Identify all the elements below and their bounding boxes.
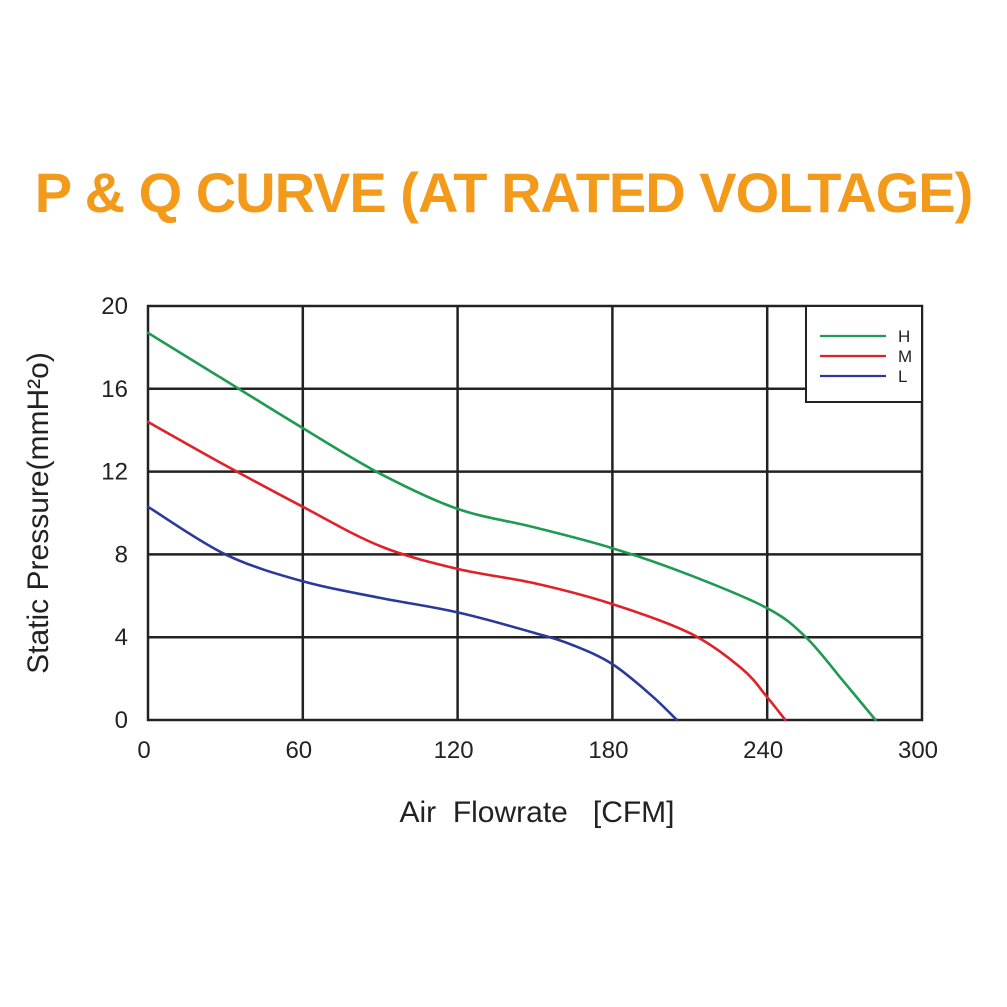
legend-box <box>805 305 923 403</box>
legend-label: L <box>898 367 907 386</box>
y-tick-label: 20 <box>101 293 128 320</box>
x-tick-label: 300 <box>898 737 938 764</box>
series-lines <box>146 331 877 722</box>
series-line-h <box>146 331 877 722</box>
x-tick-label: 120 <box>434 737 474 764</box>
y-tick-label: 0 <box>115 707 128 734</box>
tick-labels: 0 60 120 180 240 300 0 4 8 12 16 20 <box>101 293 938 764</box>
x-axis-title: Air Flowrate [CFM] <box>399 796 674 829</box>
y-tick-label: 12 <box>101 459 128 486</box>
x-tick-label: 180 <box>588 737 628 764</box>
legend-label: H <box>898 327 910 346</box>
y-tick-label: 4 <box>115 624 128 651</box>
legend: HML <box>805 305 923 403</box>
grid <box>148 306 922 720</box>
y-axis-title: Static Pressure(mmH²o) <box>22 352 55 674</box>
plot-frame <box>146 304 924 722</box>
series-line-m <box>146 420 787 722</box>
chart-title: P & Q CURVE (AT RATED VOLTAGE) <box>34 161 974 224</box>
y-tick-label: 16 <box>101 376 128 403</box>
x-tick-label: 0 <box>137 737 150 764</box>
y-tick-label: 8 <box>115 541 128 568</box>
x-tick-label: 240 <box>743 737 783 764</box>
legend-label: M <box>898 347 912 366</box>
series-line-l <box>146 505 679 722</box>
x-tick-label: 60 <box>285 737 312 764</box>
